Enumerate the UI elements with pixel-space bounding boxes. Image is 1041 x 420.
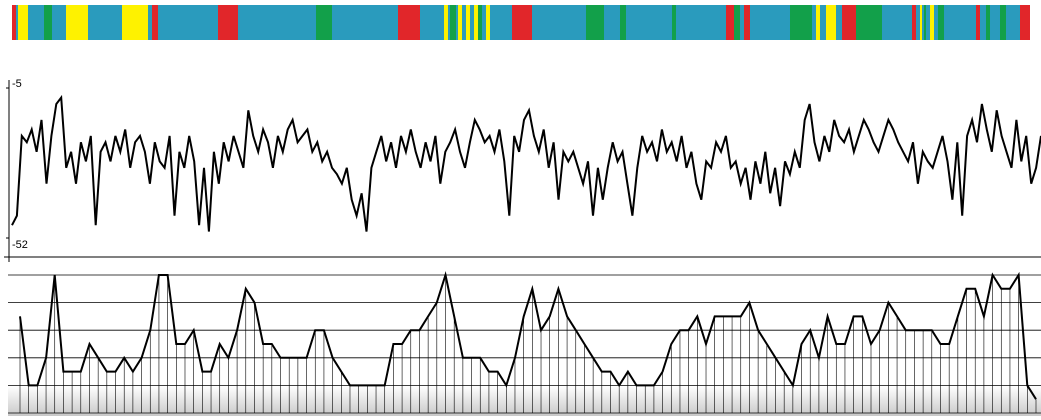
band-segment <box>826 5 836 40</box>
band-segment <box>122 5 148 40</box>
y-tick-label: -5 <box>12 78 22 90</box>
band-segment <box>976 5 980 40</box>
band-segment <box>44 5 52 40</box>
baseline-shade <box>8 386 1041 416</box>
band-segment <box>938 5 944 40</box>
band-segment <box>986 5 990 40</box>
band-segment <box>486 5 490 40</box>
band-segment <box>458 5 462 40</box>
band-segment <box>398 5 420 40</box>
band-segment <box>450 5 456 40</box>
band-segment <box>912 5 916 40</box>
band-segment <box>924 5 926 40</box>
band-segment <box>930 5 934 40</box>
band-segment <box>218 5 238 40</box>
band-segment <box>1020 5 1030 40</box>
band-segment <box>18 5 28 40</box>
y-tick-label: -52 <box>12 239 28 251</box>
band-segment <box>586 5 604 40</box>
band-segment <box>1000 5 1006 40</box>
band-segment <box>620 5 626 40</box>
signal-line <box>11 94 1041 232</box>
band-segment <box>474 5 478 40</box>
band-segment <box>152 5 158 40</box>
band-segment <box>856 5 882 40</box>
band-segment <box>478 5 482 40</box>
level-line <box>19 271 1037 400</box>
band-segment <box>12 5 16 40</box>
band-segment <box>672 5 676 40</box>
band-segment <box>842 5 856 40</box>
band-segment <box>726 5 734 40</box>
band-segment <box>920 5 922 40</box>
band-segment <box>734 5 740 40</box>
band-segment <box>744 5 750 40</box>
band-segment <box>790 5 812 40</box>
band-segment <box>316 5 332 40</box>
band-segment <box>466 5 470 40</box>
band-segment <box>816 5 820 40</box>
band-segment <box>512 5 532 40</box>
band-segment <box>66 5 88 40</box>
band-segment <box>444 5 448 40</box>
